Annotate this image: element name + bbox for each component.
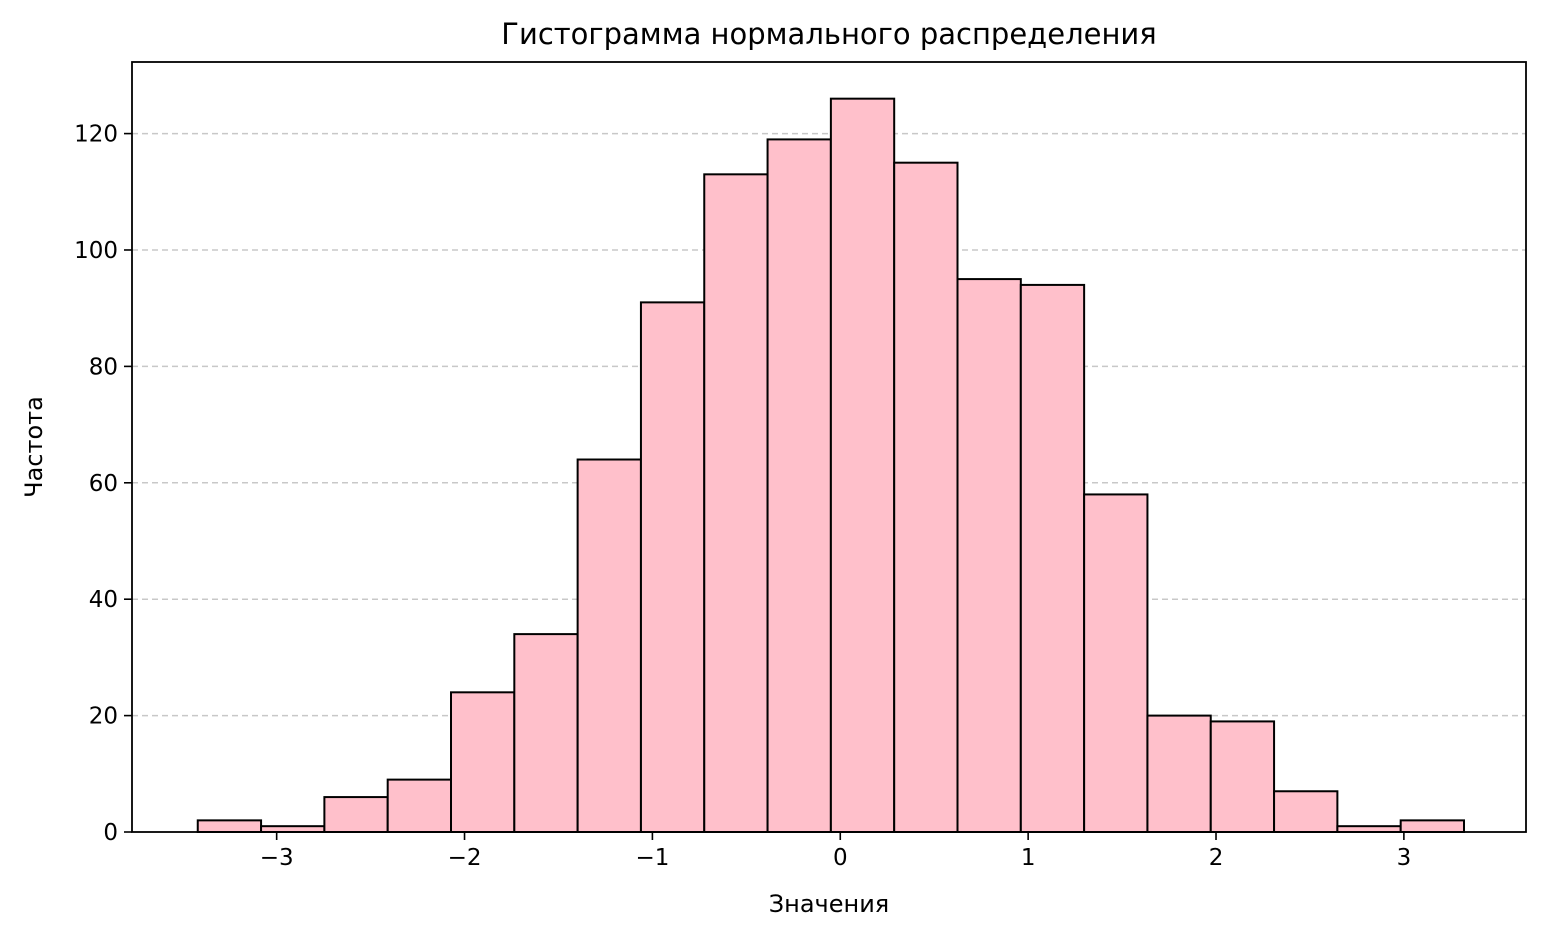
x-tick-label: −3 [260,845,294,871]
histogram-bar [1019,283,1086,834]
y-tick-label: 100 [74,238,118,264]
histogram-bar [576,458,642,833]
x-tick-label: 0 [833,845,848,871]
grid-lines [132,132,1526,717]
histogram-bar [639,301,706,833]
y-axis-label: Частота [20,396,48,498]
chart-title: Гистограмма нормального распределения [501,17,1156,51]
histogram-bar [766,138,832,833]
y-tick-label: 80 [89,354,118,380]
x-axis-ticks: −3 −2 −1 0 1 2 3 [260,832,1411,871]
y-tick-label: 120 [74,122,118,148]
histogram-bar [703,173,769,833]
histogram-bars [196,97,1466,834]
x-tick-label: 1 [1021,845,1036,871]
y-axis-ticks: 0 20 40 60 80 100 120 [74,122,132,846]
x-axis-label: Значения [769,890,889,918]
histogram-bar [1273,790,1339,834]
histogram-bar [450,691,516,833]
histogram-bar [196,819,263,834]
x-tick-label: 2 [1209,845,1224,871]
histogram-bar [386,778,453,833]
histogram-bar [1146,714,1212,834]
y-tick-label: 60 [89,471,118,497]
y-tick-label: 0 [103,820,118,846]
histogram-bar [829,97,896,833]
x-tick-label: 3 [1397,845,1412,871]
y-tick-label: 40 [89,587,118,613]
x-tick-label: −2 [448,845,482,871]
y-tick-label: 20 [89,704,118,730]
histogram-bar [323,796,389,833]
histogram-bar [893,161,959,834]
plot-area-frame [131,61,1527,833]
histogram-bar [1209,720,1276,833]
histogram-bar [1083,493,1149,833]
histogram-bar [1399,819,1466,834]
x-tick-label: −1 [635,845,669,871]
histogram-bar [513,633,579,833]
histogram-bar [956,278,1022,833]
